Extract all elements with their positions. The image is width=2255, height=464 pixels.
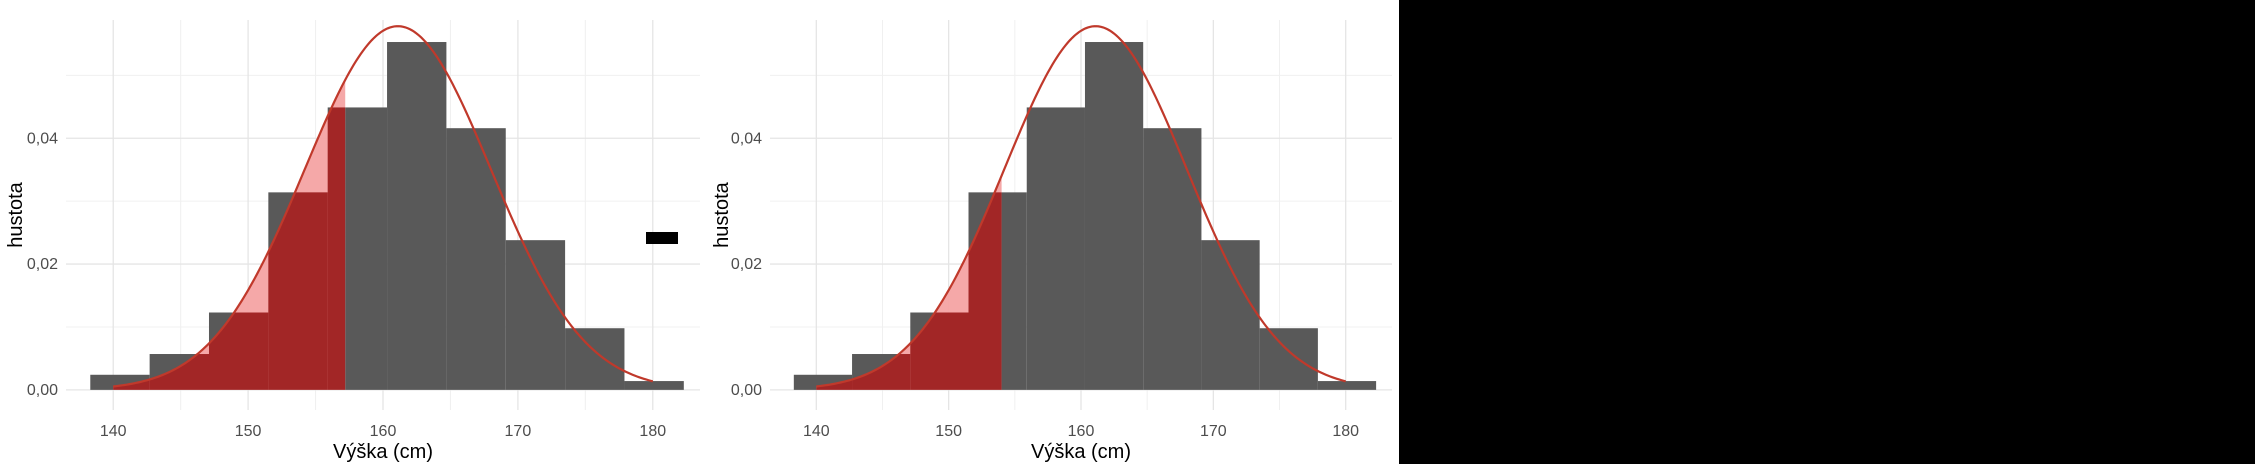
x-tick-label: 150 <box>935 423 962 440</box>
y-tick-label: 0,02 <box>27 256 58 273</box>
y-tick-label: 0,02 <box>731 256 762 273</box>
histogram-bar <box>1026 107 1085 390</box>
x-tick-label: 150 <box>235 423 262 440</box>
x-tick-label: 140 <box>803 423 830 440</box>
shaded-bar-dark <box>327 107 346 390</box>
histogram-bar <box>1084 42 1144 390</box>
x-tick-label: 170 <box>505 423 532 440</box>
density-curve <box>816 25 1346 388</box>
histogram-bar <box>505 240 566 390</box>
x-tick-label: 160 <box>370 423 397 440</box>
y-tick-label: 0,00 <box>27 382 58 399</box>
y-tick-label: 0,00 <box>731 382 762 399</box>
blank-black-panel <box>1399 0 2255 464</box>
y-axis-title: hustota <box>5 181 27 247</box>
x-tick-label: 140 <box>100 423 127 440</box>
histogram-chart-right: 0,00 0,02 0,04 140 150 160 170 180 Výška (cm) hus… <box>711 20 1392 463</box>
legend-key-swatch <box>646 232 678 244</box>
histogram-bar <box>1259 328 1318 390</box>
x-axis-title: Výška (cm) <box>1031 441 1131 463</box>
histogram-bar <box>624 381 684 390</box>
y-axis-title: hustota <box>711 181 733 247</box>
histogram-bar <box>1143 128 1202 390</box>
x-tick-label: 180 <box>639 423 666 440</box>
density-curve <box>113 25 654 388</box>
x-tick-label: 160 <box>1068 423 1095 440</box>
histogram-bar <box>446 128 506 390</box>
histogram-chart-left: 0,00 0,02 0,04 140 150 160 170 180 Výška (cm) hus… <box>5 20 700 463</box>
histogram-bar <box>1317 381 1377 390</box>
x-tick-label: 180 <box>1332 423 1359 440</box>
histogram-bar <box>387 42 447 390</box>
x-tick-label: 170 <box>1200 423 1227 440</box>
y-tick-label: 0,04 <box>27 130 58 147</box>
histogram-bar <box>565 328 625 390</box>
y-tick-label: 0,04 <box>731 130 762 147</box>
x-axis-title: Výška (cm) <box>333 441 433 463</box>
histogram-bar <box>1201 240 1260 390</box>
